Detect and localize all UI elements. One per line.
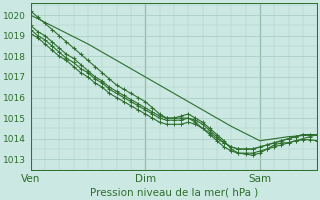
- X-axis label: Pression niveau de la mer( hPa ): Pression niveau de la mer( hPa ): [90, 187, 258, 197]
